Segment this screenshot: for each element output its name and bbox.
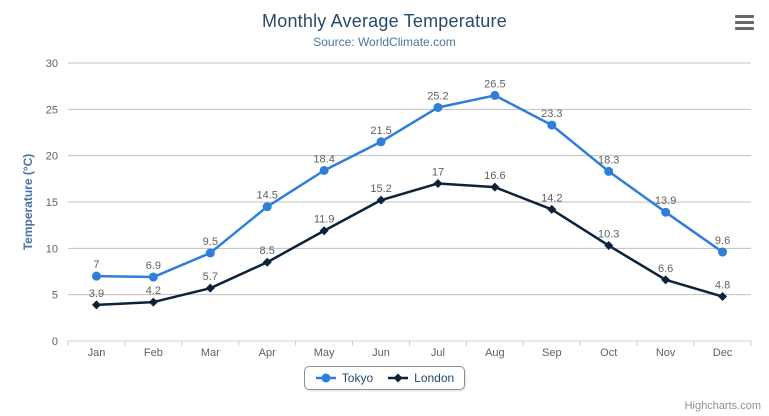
x-axis-label: Oct [600, 347, 617, 359]
legend-item-tokyo[interactable]: Tokyo [315, 371, 373, 385]
x-axis-label: Dec [713, 347, 733, 359]
menu-bar [735, 15, 754, 18]
data-point-tokyo[interactable] [91, 271, 101, 281]
hamburger-menu-icon[interactable] [735, 15, 754, 30]
x-axis-label: Nov [656, 347, 676, 359]
legend-box: Tokyo London [303, 366, 466, 390]
data-label: 4.8 [715, 280, 730, 292]
data-label: 9.5 [203, 236, 218, 248]
credits-link[interactable]: Highcharts.com [684, 400, 761, 412]
y-axis-label: 25 [46, 104, 58, 116]
data-label: 23.3 [541, 108, 562, 120]
data-point-tokyo[interactable] [262, 202, 272, 212]
legend-label: Tokyo [341, 371, 374, 385]
data-point-london[interactable] [91, 300, 101, 310]
data-label: 5.7 [203, 271, 218, 283]
data-point-london[interactable] [490, 182, 500, 192]
legend: Tokyo London [0, 366, 769, 390]
data-point-tokyo[interactable] [148, 272, 158, 282]
data-point-london[interactable] [376, 195, 386, 205]
x-axis-label: Sep [542, 347, 562, 359]
data-point-tokyo[interactable] [661, 207, 671, 217]
data-label: 14.5 [256, 190, 277, 202]
data-point-tokyo[interactable] [433, 102, 443, 112]
x-axis-label: Jun [372, 347, 390, 359]
y-axis-label: 0 [52, 336, 58, 348]
y-axis-label: 10 [46, 243, 58, 255]
london-series-marker-icon [388, 373, 409, 383]
data-label: 6.9 [146, 260, 161, 272]
legend-label: London [414, 371, 455, 385]
y-axis-label: 5 [52, 290, 58, 302]
data-point-tokyo[interactable] [205, 248, 215, 258]
menu-bar [735, 21, 754, 24]
data-point-tokyo[interactable] [547, 120, 557, 130]
data-point-tokyo[interactable] [604, 166, 614, 176]
data-point-london[interactable] [718, 292, 728, 302]
data-label: 17 [432, 166, 444, 178]
data-point-tokyo[interactable] [718, 247, 728, 257]
x-axis-label: Jul [431, 347, 445, 359]
data-label: 7 [93, 259, 99, 271]
data-label: 21.5 [370, 125, 391, 137]
series-line-london [95, 182, 724, 307]
tokyo-series-marker-icon [315, 373, 336, 383]
y-axis-label: 20 [46, 151, 58, 163]
data-label: 4.2 [146, 285, 161, 297]
data-label: 3.9 [89, 288, 104, 300]
legend-item-london[interactable]: London [387, 371, 454, 385]
data-point-london[interactable] [604, 241, 614, 251]
data-point-tokyo[interactable] [490, 90, 500, 100]
data-label: 25.2 [427, 90, 448, 102]
y-axis-label: 15 [46, 197, 58, 209]
y-axis-label: 30 [46, 58, 58, 70]
data-point-london[interactable] [205, 283, 215, 293]
data-label: 10.3 [598, 229, 619, 241]
chart-subtitle: Source: WorldClimate.com [313, 35, 456, 49]
data-label: 26.5 [484, 78, 505, 90]
x-axis-label: Aug [485, 347, 505, 359]
data-point-london[interactable] [262, 257, 272, 267]
x-axis-label: May [314, 347, 335, 359]
data-label: 14.2 [541, 192, 562, 204]
x-axis-label: Feb [144, 347, 163, 359]
data-label: 13.9 [655, 195, 676, 207]
x-axis-label: Jan [88, 347, 106, 359]
data-point-london[interactable] [433, 178, 443, 188]
data-point-london[interactable] [148, 297, 158, 307]
menu-bar [735, 27, 754, 30]
data-point-tokyo[interactable] [319, 165, 329, 175]
data-point-london[interactable] [319, 226, 329, 236]
data-point-tokyo[interactable] [376, 137, 386, 147]
data-point-london[interactable] [661, 275, 671, 285]
x-axis-label: Apr [259, 347, 276, 359]
data-label: 6.6 [658, 263, 673, 275]
data-label: 9.6 [715, 235, 730, 247]
data-label: 15.2 [370, 183, 391, 195]
data-label: 8.5 [260, 245, 275, 257]
data-point-london[interactable] [547, 204, 557, 214]
series-line-tokyo [95, 94, 724, 279]
x-axis-label: Mar [201, 347, 220, 359]
data-label: 16.6 [484, 170, 505, 182]
data-label: 18.4 [313, 153, 334, 165]
data-label: 11.9 [314, 214, 335, 226]
chart-title: Monthly Average Temperature [262, 11, 507, 31]
data-label: 18.3 [598, 154, 619, 166]
